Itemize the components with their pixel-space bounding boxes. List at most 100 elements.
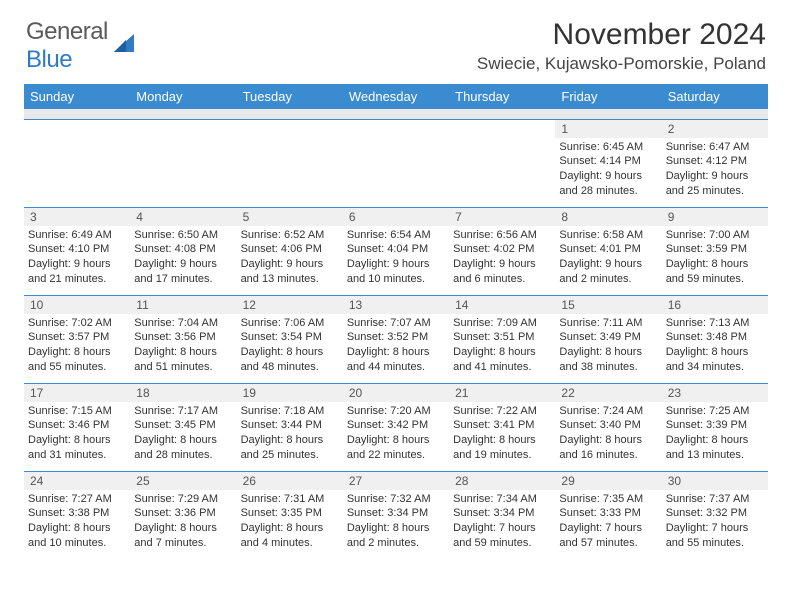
day-cell: 30Sunrise: 7:37 AMSunset: 3:32 PMDayligh…	[662, 471, 768, 559]
day-number: 20	[343, 384, 449, 402]
day-cell: 29Sunrise: 7:35 AMSunset: 3:33 PMDayligh…	[555, 471, 661, 559]
day-number: 10	[24, 296, 130, 314]
day-cell: 28Sunrise: 7:34 AMSunset: 3:34 PMDayligh…	[449, 471, 555, 559]
day-d1: Daylight: 8 hours	[666, 257, 764, 272]
day-header: Tuesday	[237, 84, 343, 109]
day-number: 27	[343, 472, 449, 490]
day-d2: and 59 minutes.	[453, 536, 551, 551]
day-d2: and 13 minutes.	[241, 272, 339, 287]
day-number: 8	[555, 208, 661, 226]
day-info: Sunrise: 7:00 AMSunset: 3:59 PMDaylight:…	[662, 226, 768, 289]
day-sr: Sunrise: 7:35 AM	[559, 492, 657, 507]
day-ss: Sunset: 3:34 PM	[453, 506, 551, 521]
day-number: 26	[237, 472, 343, 490]
day-cell: 23Sunrise: 7:25 AMSunset: 3:39 PMDayligh…	[662, 383, 768, 471]
day-cell: 9Sunrise: 7:00 AMSunset: 3:59 PMDaylight…	[662, 207, 768, 295]
day-ss: Sunset: 3:38 PM	[28, 506, 126, 521]
day-info: Sunrise: 6:52 AMSunset: 4:06 PMDaylight:…	[237, 226, 343, 289]
week-row: 17Sunrise: 7:15 AMSunset: 3:46 PMDayligh…	[24, 383, 768, 471]
day-d1: Daylight: 8 hours	[666, 345, 764, 360]
day-info: Sunrise: 6:54 AMSunset: 4:04 PMDaylight:…	[343, 226, 449, 289]
day-number: 29	[555, 472, 661, 490]
day-ss: Sunset: 3:44 PM	[241, 418, 339, 433]
day-d2: and 34 minutes.	[666, 360, 764, 375]
day-d1: Daylight: 9 hours	[453, 257, 551, 272]
day-sr: Sunrise: 7:11 AM	[559, 316, 657, 331]
day-sr: Sunrise: 6:52 AM	[241, 228, 339, 243]
day-d2: and 2 minutes.	[347, 536, 445, 551]
calendar-container: Sunday Monday Tuesday Wednesday Thursday…	[0, 80, 792, 559]
day-number: 12	[237, 296, 343, 314]
day-ss: Sunset: 4:02 PM	[453, 242, 551, 257]
day-ss: Sunset: 3:59 PM	[666, 242, 764, 257]
day-info: Sunrise: 7:02 AMSunset: 3:57 PMDaylight:…	[24, 314, 130, 377]
day-d1: Daylight: 8 hours	[241, 521, 339, 536]
day-cell: 14Sunrise: 7:09 AMSunset: 3:51 PMDayligh…	[449, 295, 555, 383]
day-d1: Daylight: 9 hours	[559, 169, 657, 184]
day-ss: Sunset: 3:39 PM	[666, 418, 764, 433]
day-cell: 6Sunrise: 6:54 AMSunset: 4:04 PMDaylight…	[343, 207, 449, 295]
day-d1: Daylight: 8 hours	[347, 345, 445, 360]
day-sr: Sunrise: 6:54 AM	[347, 228, 445, 243]
day-cell: 24Sunrise: 7:27 AMSunset: 3:38 PMDayligh…	[24, 471, 130, 559]
day-header: Saturday	[662, 84, 768, 109]
day-number: 18	[130, 384, 236, 402]
day-sr: Sunrise: 6:56 AM	[453, 228, 551, 243]
day-info: Sunrise: 7:11 AMSunset: 3:49 PMDaylight:…	[555, 314, 661, 377]
day-d1: Daylight: 8 hours	[453, 433, 551, 448]
day-d2: and 41 minutes.	[453, 360, 551, 375]
day-d1: Daylight: 8 hours	[347, 521, 445, 536]
day-number: 7	[449, 208, 555, 226]
day-ss: Sunset: 3:36 PM	[134, 506, 232, 521]
day-sr: Sunrise: 7:20 AM	[347, 404, 445, 419]
day-sr: Sunrise: 6:58 AM	[559, 228, 657, 243]
day-number: 25	[130, 472, 236, 490]
day-header-row: Sunday Monday Tuesday Wednesday Thursday…	[24, 84, 768, 109]
day-info: Sunrise: 7:15 AMSunset: 3:46 PMDaylight:…	[24, 402, 130, 465]
day-number: 4	[130, 208, 236, 226]
day-d2: and 21 minutes.	[28, 272, 126, 287]
day-d1: Daylight: 8 hours	[134, 521, 232, 536]
day-d2: and 16 minutes.	[559, 448, 657, 463]
day-d2: and 31 minutes.	[28, 448, 126, 463]
day-d2: and 17 minutes.	[134, 272, 232, 287]
day-d2: and 51 minutes.	[134, 360, 232, 375]
day-d2: and 57 minutes.	[559, 536, 657, 551]
spacer-row	[24, 109, 768, 119]
day-sr: Sunrise: 7:07 AM	[347, 316, 445, 331]
day-d2: and 55 minutes.	[28, 360, 126, 375]
calendar-table: Sunday Monday Tuesday Wednesday Thursday…	[24, 84, 768, 559]
day-ss: Sunset: 3:35 PM	[241, 506, 339, 521]
day-cell: 21Sunrise: 7:22 AMSunset: 3:41 PMDayligh…	[449, 383, 555, 471]
day-d2: and 28 minutes.	[134, 448, 232, 463]
day-sr: Sunrise: 7:24 AM	[559, 404, 657, 419]
day-info: Sunrise: 7:07 AMSunset: 3:52 PMDaylight:…	[343, 314, 449, 377]
day-sr: Sunrise: 7:32 AM	[347, 492, 445, 507]
day-number: 2	[662, 120, 768, 138]
day-info: Sunrise: 7:34 AMSunset: 3:34 PMDaylight:…	[449, 490, 555, 553]
day-sr: Sunrise: 7:04 AM	[134, 316, 232, 331]
day-d2: and 44 minutes.	[347, 360, 445, 375]
day-info: Sunrise: 7:29 AMSunset: 3:36 PMDaylight:…	[130, 490, 236, 553]
day-ss: Sunset: 3:56 PM	[134, 330, 232, 345]
day-d2: and 10 minutes.	[28, 536, 126, 551]
day-header: Wednesday	[343, 84, 449, 109]
day-info: Sunrise: 6:45 AMSunset: 4:14 PMDaylight:…	[555, 138, 661, 201]
day-sr: Sunrise: 7:22 AM	[453, 404, 551, 419]
week-row: 1Sunrise: 6:45 AMSunset: 4:14 PMDaylight…	[24, 119, 768, 207]
day-d2: and 4 minutes.	[241, 536, 339, 551]
title-block: November 2024 Swiecie, Kujawsko-Pomorski…	[477, 18, 766, 74]
day-info: Sunrise: 6:58 AMSunset: 4:01 PMDaylight:…	[555, 226, 661, 289]
day-sr: Sunrise: 7:25 AM	[666, 404, 764, 419]
day-info: Sunrise: 7:04 AMSunset: 3:56 PMDaylight:…	[130, 314, 236, 377]
location-text: Swiecie, Kujawsko-Pomorskie, Poland	[477, 54, 766, 74]
day-d1: Daylight: 9 hours	[347, 257, 445, 272]
day-ss: Sunset: 4:04 PM	[347, 242, 445, 257]
day-cell: 19Sunrise: 7:18 AMSunset: 3:44 PMDayligh…	[237, 383, 343, 471]
day-d2: and 25 minutes.	[666, 184, 764, 199]
day-info: Sunrise: 7:35 AMSunset: 3:33 PMDaylight:…	[555, 490, 661, 553]
day-sr: Sunrise: 6:49 AM	[28, 228, 126, 243]
day-d1: Daylight: 7 hours	[453, 521, 551, 536]
day-number: 3	[24, 208, 130, 226]
week-row: 24Sunrise: 7:27 AMSunset: 3:38 PMDayligh…	[24, 471, 768, 559]
